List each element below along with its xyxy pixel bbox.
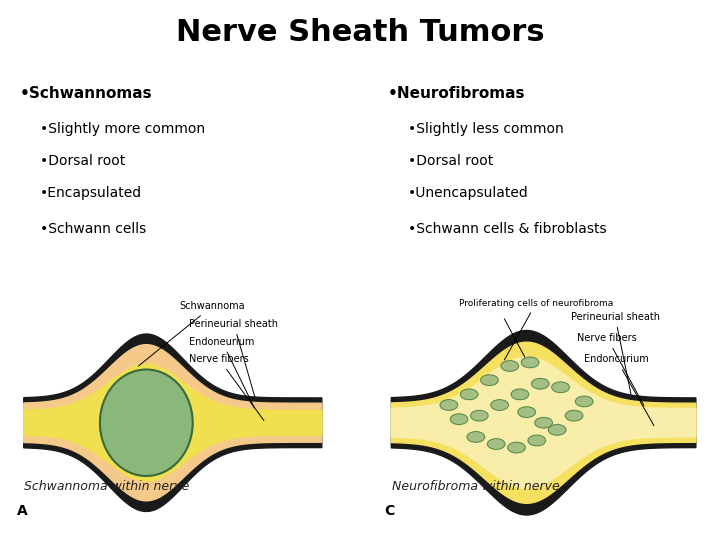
Text: Proliferating cells of neurofibroma: Proliferating cells of neurofibroma — [459, 299, 613, 360]
Text: •Schwann cells & fibroblasts: •Schwann cells & fibroblasts — [408, 222, 607, 236]
Text: Endoneurium: Endoneurium — [189, 336, 255, 408]
Ellipse shape — [552, 382, 570, 393]
Polygon shape — [392, 330, 696, 515]
Ellipse shape — [487, 438, 505, 449]
Text: C: C — [384, 504, 395, 518]
Ellipse shape — [440, 400, 458, 410]
Polygon shape — [24, 364, 322, 481]
Text: Perineurial sheath: Perineurial sheath — [189, 319, 279, 397]
Text: •Encapsulated: •Encapsulated — [40, 186, 142, 200]
Text: Schwannoma: Schwannoma — [138, 301, 245, 366]
Text: Endoncurium: Endoncurium — [584, 354, 654, 426]
Text: Neurofibroma within nerve: Neurofibroma within nerve — [392, 480, 559, 493]
Text: •Slightly more common: •Slightly more common — [40, 122, 204, 136]
Ellipse shape — [565, 410, 583, 421]
Text: Nerve Sheath Tumors: Nerve Sheath Tumors — [176, 18, 544, 47]
Text: A: A — [17, 504, 28, 518]
Ellipse shape — [531, 379, 549, 389]
Ellipse shape — [528, 435, 546, 446]
Polygon shape — [392, 357, 696, 488]
Ellipse shape — [511, 389, 528, 400]
Text: Nerve fibers: Nerve fibers — [189, 354, 264, 421]
Ellipse shape — [508, 442, 526, 453]
Ellipse shape — [460, 389, 478, 400]
Polygon shape — [24, 345, 322, 501]
Ellipse shape — [549, 424, 566, 435]
Ellipse shape — [100, 369, 193, 476]
Text: •Schwann cells: •Schwann cells — [40, 222, 146, 236]
Ellipse shape — [521, 357, 539, 368]
Ellipse shape — [575, 396, 593, 407]
Polygon shape — [392, 342, 696, 503]
Text: •Neurofibromas: •Neurofibromas — [388, 86, 526, 101]
Text: •Schwannomas: •Schwannomas — [20, 86, 153, 101]
Polygon shape — [24, 334, 322, 511]
Text: •Dorsal root: •Dorsal root — [408, 154, 493, 168]
Ellipse shape — [481, 375, 498, 386]
Ellipse shape — [450, 414, 468, 424]
Text: Schwannoma within nerve: Schwannoma within nerve — [24, 480, 189, 493]
Text: •Unencapsulated: •Unencapsulated — [408, 186, 529, 200]
Ellipse shape — [467, 431, 485, 442]
Ellipse shape — [491, 400, 508, 410]
Text: Nerve fibers: Nerve fibers — [577, 333, 644, 406]
Ellipse shape — [518, 407, 536, 417]
Text: •Dorsal root: •Dorsal root — [40, 154, 125, 168]
Text: •Slightly less common: •Slightly less common — [408, 122, 564, 136]
Text: Perineurial sheath: Perineurial sheath — [571, 312, 660, 394]
Ellipse shape — [501, 361, 518, 372]
Ellipse shape — [470, 410, 488, 421]
Ellipse shape — [535, 417, 552, 428]
